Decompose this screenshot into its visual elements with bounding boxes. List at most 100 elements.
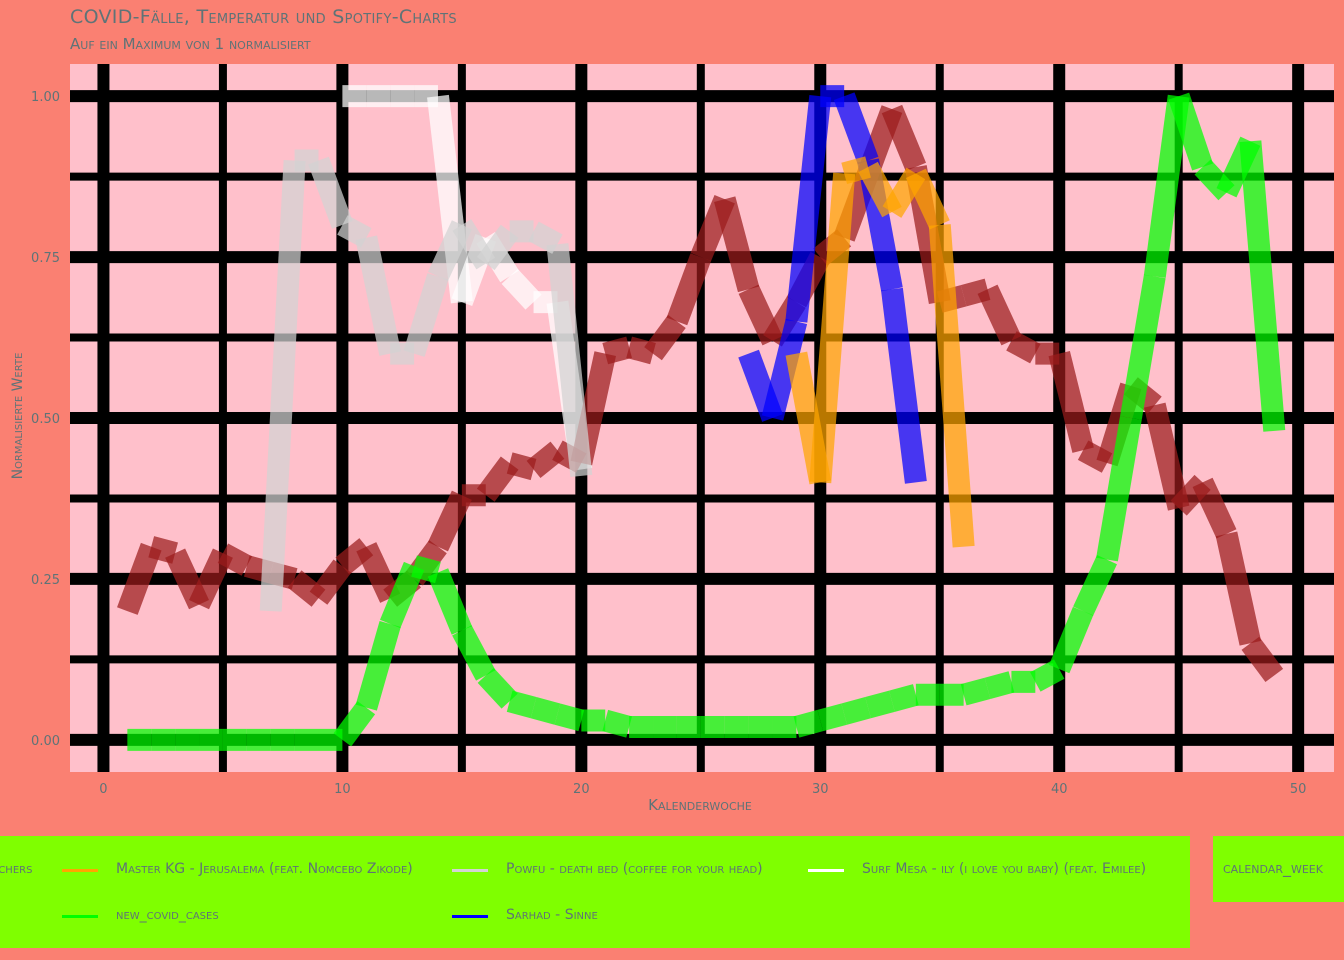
series-segment	[117, 542, 162, 615]
series-segment	[977, 284, 1022, 346]
series-segment	[546, 243, 593, 478]
series-segment	[841, 156, 871, 185]
series-segment	[833, 92, 879, 165]
series-segment	[427, 568, 473, 635]
series-segment	[644, 314, 686, 361]
series-segment	[761, 318, 808, 421]
legend-swatch	[62, 869, 98, 872]
series-segment	[809, 172, 856, 484]
legend-swatch	[452, 869, 488, 872]
chart-subtitle: Auf ein Maximum von 1 normalisiert	[70, 35, 311, 53]
series-segment	[309, 559, 352, 605]
series-segment	[960, 278, 991, 307]
legend-calendar-week-label: calendar_week	[1223, 858, 1323, 877]
series-segment	[530, 697, 561, 725]
series-segment	[960, 677, 991, 706]
series-segment	[1239, 140, 1286, 432]
series-segment	[403, 273, 449, 357]
series-segment	[1144, 402, 1190, 511]
series-segment	[411, 555, 441, 584]
series-layer	[117, 85, 1286, 751]
series-segment	[1048, 350, 1094, 453]
series-segment	[217, 543, 253, 576]
series-segment	[793, 709, 824, 738]
legend-item-label: Powfu - death bed (coffee for your head)	[506, 861, 763, 877]
legend-swatch	[808, 869, 844, 872]
series-new-covid-cases	[127, 92, 1286, 751]
series-segment	[526, 441, 565, 479]
series-segment	[528, 221, 563, 254]
y-tick-label: 0.00	[31, 734, 60, 749]
series-segment	[602, 336, 632, 365]
legend-swatch	[452, 915, 488, 918]
series-segment	[881, 287, 927, 484]
series-segment	[817, 703, 848, 732]
x-tick-label: 0	[99, 782, 107, 797]
x-axis-label: Kalenderwoche	[648, 796, 752, 814]
series-segment	[865, 690, 895, 719]
series-segment	[1096, 416, 1142, 562]
series-segment	[666, 253, 712, 326]
series-segment	[355, 620, 401, 711]
legend-item-label: Surf Mesa - ily (i love you baby) (feat.…	[862, 861, 1147, 877]
series-segment	[1215, 531, 1262, 646]
series-segment	[308, 156, 353, 229]
series-segment	[148, 536, 178, 564]
series-segment	[714, 196, 760, 293]
series-segment	[337, 215, 372, 248]
series-segment	[476, 456, 519, 502]
series-segment	[785, 95, 832, 323]
series-segment	[1143, 94, 1190, 278]
series-segment	[333, 701, 376, 747]
series-segment	[554, 703, 585, 732]
series-segment	[602, 709, 632, 738]
y-tick-label: 1.00	[31, 90, 60, 105]
series-segment	[1120, 274, 1166, 420]
series-segment	[626, 336, 656, 365]
legend-swatch	[62, 915, 98, 918]
legend-item-label: echers	[0, 861, 33, 877]
legend-item-label: Sarhad - Sinne	[506, 907, 598, 923]
x-tick-label: 10	[334, 782, 351, 797]
y-tick-label: 0.25	[31, 573, 60, 588]
y-tick-label: 0.75	[31, 251, 60, 266]
series-segment	[1241, 636, 1284, 683]
series-segment	[477, 667, 518, 709]
chart-title: COVID-Fälle, Temperatur und Spotify-Char…	[70, 6, 457, 28]
series-segment	[1006, 331, 1041, 364]
y-axis-label: Normalisierte Werte	[10, 352, 26, 480]
series-segment	[380, 561, 425, 629]
series-segment	[501, 268, 542, 310]
series-segment	[427, 490, 472, 552]
series-segment	[881, 104, 927, 172]
series-segment	[841, 697, 871, 725]
tick-labels: 0 10 20 30 40 50 0.00 0.25 0.50 0.75 1.00	[31, 90, 1306, 797]
series-segment	[259, 159, 306, 612]
series-segment	[1030, 659, 1065, 692]
series-segment	[984, 671, 1015, 699]
series-segment	[452, 625, 496, 681]
legend-calendar-week: calendar_week	[1213, 836, 1344, 902]
legend-item-label: Master KG - Jerusalema (feat. Nomcebo Zi…	[116, 861, 413, 877]
x-tick-label: 40	[1051, 782, 1068, 797]
series-segment	[427, 94, 473, 304]
series-master-kg-jerusalema-feat-nomcebo-zikode-	[785, 156, 975, 548]
series-segment	[506, 452, 537, 481]
series-segment	[355, 235, 401, 356]
series-segment	[1049, 606, 1094, 674]
x-tick-label: 20	[573, 782, 590, 797]
series-segment	[1073, 554, 1117, 616]
series-segment	[1168, 92, 1214, 171]
x-tick-label: 50	[1290, 782, 1307, 797]
series-segment	[476, 224, 519, 271]
legend-item-label: new_covid_cases	[116, 907, 219, 923]
y-tick-label: 0.50	[31, 412, 60, 427]
series-segment	[928, 224, 975, 548]
x-tick-label: 30	[812, 782, 829, 797]
series-segment	[905, 168, 950, 230]
series-powfu-death-bed-coffee-for-your-head-	[259, 149, 593, 612]
legend: echers Master KG - Jerusalema (feat. Nomc…	[0, 836, 1190, 948]
series-segment	[889, 684, 919, 712]
